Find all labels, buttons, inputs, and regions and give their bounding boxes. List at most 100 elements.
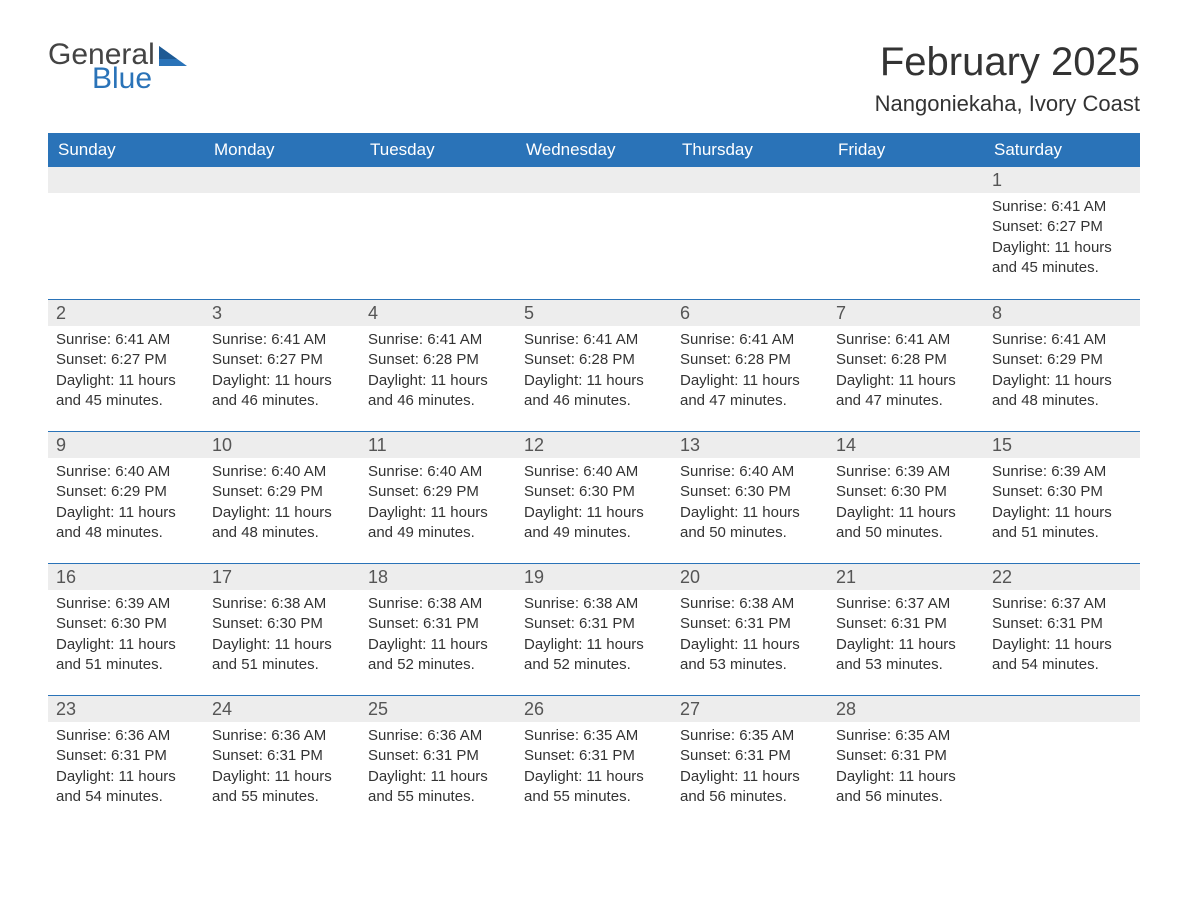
day-cell: 22Sunrise: 6:37 AMSunset: 6:31 PMDayligh…	[984, 564, 1140, 695]
daylight-text: Daylight: 11 hours and 48 minutes.	[56, 503, 196, 544]
sunrise-text: Sunrise: 6:37 AM	[992, 594, 1132, 614]
sunset-text: Sunset: 6:31 PM	[524, 614, 664, 634]
sunset-text: Sunset: 6:30 PM	[680, 482, 820, 502]
day-number: 13	[672, 432, 828, 458]
flag-icon	[159, 46, 187, 66]
daylight-text: Daylight: 11 hours and 46 minutes.	[368, 371, 508, 412]
daylight-text: Daylight: 11 hours and 46 minutes.	[212, 371, 352, 412]
sunset-text: Sunset: 6:30 PM	[992, 482, 1132, 502]
day-number: 28	[828, 696, 984, 722]
day-content: Sunrise: 6:41 AMSunset: 6:28 PMDaylight:…	[828, 326, 984, 421]
day-number	[984, 696, 1140, 722]
daylight-text: Daylight: 11 hours and 49 minutes.	[368, 503, 508, 544]
day-number: 22	[984, 564, 1140, 590]
sunset-text: Sunset: 6:27 PM	[212, 350, 352, 370]
day-number	[360, 167, 516, 193]
sunrise-text: Sunrise: 6:41 AM	[56, 330, 196, 350]
daylight-text: Daylight: 11 hours and 56 minutes.	[836, 767, 976, 808]
day-content: Sunrise: 6:39 AMSunset: 6:30 PMDaylight:…	[48, 590, 204, 685]
week-row: 9Sunrise: 6:40 AMSunset: 6:29 PMDaylight…	[48, 431, 1140, 563]
sunset-text: Sunset: 6:27 PM	[56, 350, 196, 370]
day-content: Sunrise: 6:39 AMSunset: 6:30 PMDaylight:…	[984, 458, 1140, 553]
day-cell: 19Sunrise: 6:38 AMSunset: 6:31 PMDayligh…	[516, 564, 672, 695]
sunrise-text: Sunrise: 6:39 AM	[836, 462, 976, 482]
sunrise-text: Sunrise: 6:38 AM	[212, 594, 352, 614]
daylight-text: Daylight: 11 hours and 50 minutes.	[836, 503, 976, 544]
day-content: Sunrise: 6:37 AMSunset: 6:31 PMDaylight:…	[984, 590, 1140, 685]
weekday-header: Tuesday	[360, 133, 516, 167]
day-content: Sunrise: 6:36 AMSunset: 6:31 PMDaylight:…	[360, 722, 516, 817]
week-row: 16Sunrise: 6:39 AMSunset: 6:30 PMDayligh…	[48, 563, 1140, 695]
day-content: Sunrise: 6:41 AMSunset: 6:27 PMDaylight:…	[48, 326, 204, 421]
day-cell: 16Sunrise: 6:39 AMSunset: 6:30 PMDayligh…	[48, 564, 204, 695]
daylight-text: Daylight: 11 hours and 51 minutes.	[56, 635, 196, 676]
weekday-header: Friday	[828, 133, 984, 167]
day-content: Sunrise: 6:41 AMSunset: 6:27 PMDaylight:…	[984, 193, 1140, 288]
day-number: 21	[828, 564, 984, 590]
day-number: 16	[48, 564, 204, 590]
day-cell: 3Sunrise: 6:41 AMSunset: 6:27 PMDaylight…	[204, 300, 360, 431]
day-cell: 10Sunrise: 6:40 AMSunset: 6:29 PMDayligh…	[204, 432, 360, 563]
daylight-text: Daylight: 11 hours and 49 minutes.	[524, 503, 664, 544]
day-number: 24	[204, 696, 360, 722]
daylight-text: Daylight: 11 hours and 54 minutes.	[992, 635, 1132, 676]
daylight-text: Daylight: 11 hours and 47 minutes.	[836, 371, 976, 412]
day-cell	[828, 167, 984, 299]
sunset-text: Sunset: 6:27 PM	[992, 217, 1132, 237]
day-cell: 13Sunrise: 6:40 AMSunset: 6:30 PMDayligh…	[672, 432, 828, 563]
sunrise-text: Sunrise: 6:35 AM	[524, 726, 664, 746]
sunrise-text: Sunrise: 6:36 AM	[56, 726, 196, 746]
day-number: 10	[204, 432, 360, 458]
sunset-text: Sunset: 6:31 PM	[56, 746, 196, 766]
day-cell: 18Sunrise: 6:38 AMSunset: 6:31 PMDayligh…	[360, 564, 516, 695]
day-cell: 8Sunrise: 6:41 AMSunset: 6:29 PMDaylight…	[984, 300, 1140, 431]
daylight-text: Daylight: 11 hours and 46 minutes.	[524, 371, 664, 412]
day-cell: 12Sunrise: 6:40 AMSunset: 6:30 PMDayligh…	[516, 432, 672, 563]
sunset-text: Sunset: 6:31 PM	[680, 746, 820, 766]
day-number	[48, 167, 204, 193]
day-cell: 4Sunrise: 6:41 AMSunset: 6:28 PMDaylight…	[360, 300, 516, 431]
daylight-text: Daylight: 11 hours and 48 minutes.	[212, 503, 352, 544]
logo: General Blue	[48, 40, 187, 94]
day-cell: 6Sunrise: 6:41 AMSunset: 6:28 PMDaylight…	[672, 300, 828, 431]
week-row: 2Sunrise: 6:41 AMSunset: 6:27 PMDaylight…	[48, 299, 1140, 431]
daylight-text: Daylight: 11 hours and 55 minutes.	[212, 767, 352, 808]
day-cell	[516, 167, 672, 299]
sunrise-text: Sunrise: 6:41 AM	[212, 330, 352, 350]
day-number: 27	[672, 696, 828, 722]
sunrise-text: Sunrise: 6:36 AM	[212, 726, 352, 746]
daylight-text: Daylight: 11 hours and 56 minutes.	[680, 767, 820, 808]
day-cell: 28Sunrise: 6:35 AMSunset: 6:31 PMDayligh…	[828, 696, 984, 827]
day-cell: 7Sunrise: 6:41 AMSunset: 6:28 PMDaylight…	[828, 300, 984, 431]
day-number: 6	[672, 300, 828, 326]
sunset-text: Sunset: 6:29 PM	[992, 350, 1132, 370]
sunset-text: Sunset: 6:29 PM	[56, 482, 196, 502]
day-number: 15	[984, 432, 1140, 458]
sunrise-text: Sunrise: 6:41 AM	[992, 330, 1132, 350]
day-content: Sunrise: 6:41 AMSunset: 6:28 PMDaylight:…	[672, 326, 828, 421]
day-number	[204, 167, 360, 193]
day-cell	[48, 167, 204, 299]
day-cell: 20Sunrise: 6:38 AMSunset: 6:31 PMDayligh…	[672, 564, 828, 695]
sunset-text: Sunset: 6:30 PM	[212, 614, 352, 634]
daylight-text: Daylight: 11 hours and 52 minutes.	[524, 635, 664, 676]
day-number: 18	[360, 564, 516, 590]
day-cell: 21Sunrise: 6:37 AMSunset: 6:31 PMDayligh…	[828, 564, 984, 695]
daylight-text: Daylight: 11 hours and 51 minutes.	[992, 503, 1132, 544]
sunrise-text: Sunrise: 6:38 AM	[368, 594, 508, 614]
weekday-header: Sunday	[48, 133, 204, 167]
location: Nangoniekaha, Ivory Coast	[875, 91, 1140, 117]
sunset-text: Sunset: 6:28 PM	[524, 350, 664, 370]
daylight-text: Daylight: 11 hours and 53 minutes.	[680, 635, 820, 676]
day-number: 23	[48, 696, 204, 722]
sunset-text: Sunset: 6:31 PM	[992, 614, 1132, 634]
day-cell	[204, 167, 360, 299]
sunset-text: Sunset: 6:31 PM	[212, 746, 352, 766]
sunrise-text: Sunrise: 6:41 AM	[680, 330, 820, 350]
day-cell: 24 Sunrise: 6:36 AMSunset: 6:31 PMDayligh…	[204, 696, 360, 827]
day-content: Sunrise: 6:41 AMSunset: 6:28 PMDaylight:…	[516, 326, 672, 421]
month-title: February 2025	[875, 40, 1140, 85]
day-cell: 25Sunrise: 6:36 AMSunset: 6:31 PMDayligh…	[360, 696, 516, 827]
daylight-text: Daylight: 11 hours and 47 minutes.	[680, 371, 820, 412]
sunset-text: Sunset: 6:29 PM	[212, 482, 352, 502]
